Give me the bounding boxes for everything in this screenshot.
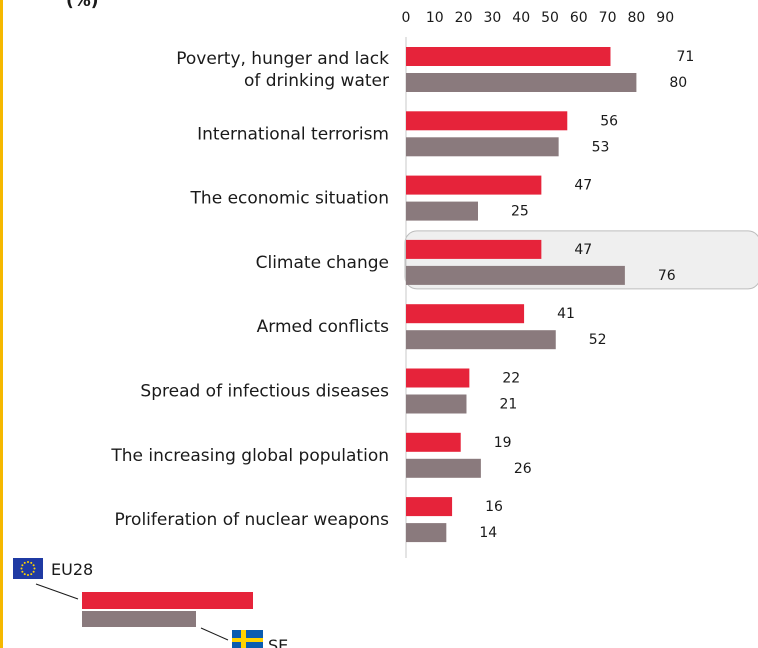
value-label: 21: [499, 397, 517, 413]
bar-eu28: [406, 111, 568, 131]
value-label: 47: [574, 242, 592, 258]
legend-label-eu28: EU28: [51, 560, 93, 579]
eu-flag-star: [20, 567, 23, 570]
bar-eu28: [406, 432, 461, 452]
category-label: International terrorism: [197, 124, 389, 144]
eu-flag-star: [30, 561, 33, 564]
value-label: 22: [502, 371, 520, 387]
eu-flag-star: [27, 561, 29, 563]
eu-flag-star: [23, 561, 26, 564]
eu-flag-star: [33, 567, 36, 570]
bar-se: [406, 137, 559, 157]
bar-se: [406, 73, 637, 92]
x-tick-label: 0: [402, 10, 411, 26]
bar-se: [406, 523, 447, 543]
legend-connector: [35, 583, 79, 600]
category-label: Spread of infectious diseases: [140, 382, 389, 402]
x-tick-label: 50: [541, 10, 559, 26]
legend-swatch-eu28: [82, 592, 253, 609]
bar-eu28: [406, 368, 470, 388]
bar-se: [406, 265, 625, 285]
value-label: 56: [600, 113, 618, 129]
value-label: 16: [485, 499, 503, 515]
category-label: Armed conflicts: [257, 317, 389, 337]
x-tick-label: 70: [599, 10, 617, 26]
unit-label: (%): [66, 0, 99, 11]
value-label: 14: [479, 525, 497, 541]
bar-eu28: [406, 497, 453, 517]
value-label: 19: [494, 435, 512, 451]
value-label: 41: [557, 306, 575, 322]
value-label: 26: [514, 461, 532, 477]
x-tick-label: 30: [483, 10, 501, 26]
value-label: 76: [658, 268, 676, 284]
category-label: Proliferation of nuclear weapons: [114, 510, 389, 530]
eu-flag-star: [21, 564, 24, 567]
legend-swatch-se: [82, 611, 196, 627]
value-label: 53: [592, 139, 610, 155]
value-label: 47: [574, 178, 592, 194]
eu-flag-star: [21, 570, 24, 573]
category-label: The economic situation: [190, 189, 389, 209]
value-label: 52: [589, 332, 607, 348]
category-label: Poverty, hunger and lack: [176, 49, 389, 69]
bar-eu28: [406, 239, 542, 259]
category-label: of drinking water: [244, 71, 389, 91]
bar-eu28: [406, 47, 611, 66]
legend-label-se: SE: [268, 636, 288, 648]
bar-se: [406, 394, 467, 414]
x-tick-label: 40: [512, 10, 530, 26]
eu-flag-star: [32, 570, 35, 573]
eu-flag-star: [27, 574, 29, 576]
x-tick-label: 90: [656, 10, 674, 26]
x-tick-label: 20: [455, 10, 473, 26]
value-label: 71: [676, 49, 694, 65]
eu-flag-star: [30, 573, 33, 576]
eu-flag-star: [23, 573, 26, 576]
category-label: The increasing global population: [110, 446, 389, 466]
sweden-flag-cross-horizontal: [232, 638, 263, 642]
x-tick-label: 80: [627, 10, 645, 26]
legend-connector: [200, 627, 229, 641]
bar-se: [406, 330, 556, 350]
bar-se: [406, 201, 478, 221]
value-label: 25: [511, 204, 529, 220]
bar-eu28: [406, 175, 542, 195]
x-tick-label: 60: [570, 10, 588, 26]
eu-flag-star: [32, 564, 35, 567]
value-label: 80: [669, 75, 687, 91]
x-tick-label: 10: [426, 10, 444, 26]
eu-flag-icon: [13, 558, 43, 579]
bar-eu28: [406, 304, 525, 324]
frame-border: [0, 0, 3, 648]
category-label: Climate change: [256, 253, 389, 273]
bar-se: [406, 458, 481, 478]
